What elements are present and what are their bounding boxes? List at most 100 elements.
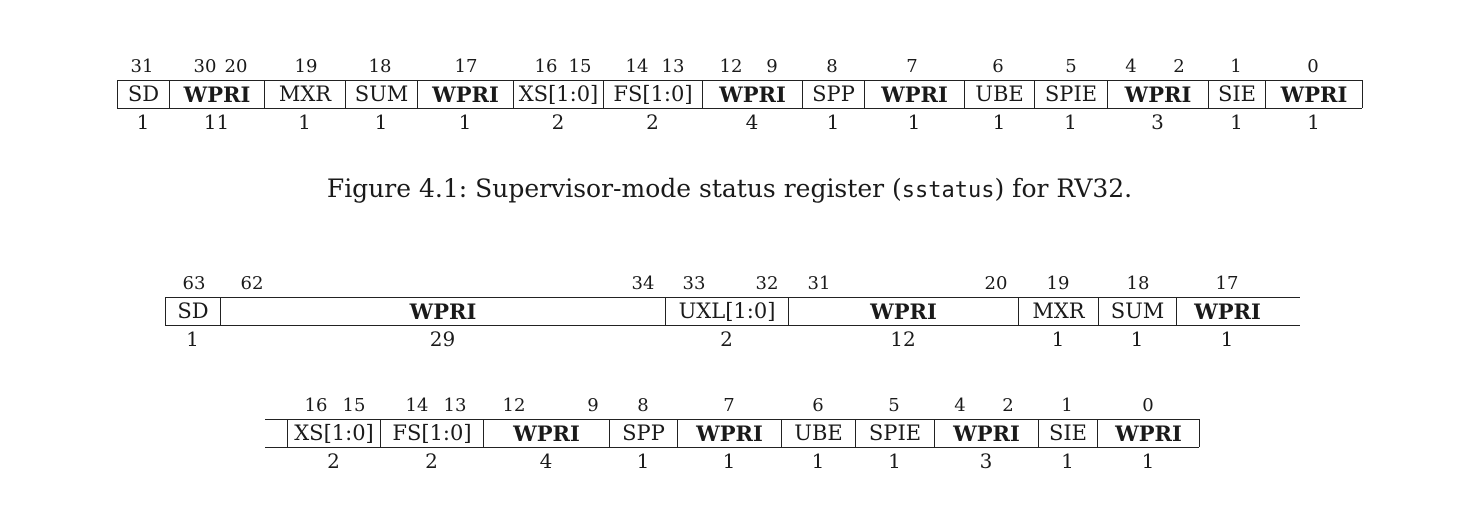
field-width: 1 — [826, 110, 840, 134]
field-spie: SPIE — [855, 419, 934, 447]
bit-index: 15 — [568, 56, 592, 77]
field-width: 11 — [203, 110, 230, 134]
bit-index: 0 — [1307, 56, 1319, 77]
field-ube: UBE — [781, 419, 855, 447]
bit-index: 4 — [954, 395, 966, 416]
field-wpri: WPRI — [864, 80, 964, 108]
bit-index: 63 — [182, 273, 206, 294]
bit-index: 7 — [723, 395, 735, 416]
field-wpri: WPRI — [1265, 80, 1363, 108]
field-width: 3 — [1151, 110, 1164, 134]
field-wpri: WPRI — [702, 80, 802, 108]
field-wpri: WPRI — [788, 297, 1018, 325]
bit-index: 17 — [1215, 273, 1239, 294]
field-sie: SIE — [1038, 419, 1097, 447]
field-width: 1 — [1051, 327, 1065, 351]
bit-index: 1 — [1061, 395, 1073, 416]
bit-index: 6 — [992, 56, 1004, 77]
field-width: 1 — [888, 449, 901, 473]
bit-index: 16 — [304, 395, 328, 416]
bit-index: 6 — [812, 395, 824, 416]
field-width: 1 — [907, 110, 921, 134]
bit-index: 31 — [807, 273, 831, 294]
bit-index: 33 — [682, 273, 706, 294]
field-width: 2 — [425, 449, 438, 473]
field-width: 1 — [374, 110, 388, 134]
field-mxr: MXR — [264, 80, 345, 108]
field-width: 2 — [327, 449, 340, 473]
field-width: 4 — [745, 110, 759, 134]
bit-index: 19 — [294, 56, 318, 77]
field-wpri: WPRI — [483, 419, 609, 447]
bit-index: 13 — [661, 56, 685, 77]
bit-index: 31 — [130, 56, 154, 77]
bit-index: 0 — [1142, 395, 1154, 416]
register-bottom-line — [265, 447, 1199, 448]
bit-index: 15 — [342, 395, 366, 416]
bit-index: 7 — [906, 56, 918, 77]
field-sd: SD — [117, 80, 169, 108]
field-wpri: WPRI — [1176, 297, 1278, 325]
field-xs10: XS[1:0] — [513, 80, 603, 108]
bit-index: 30 — [193, 56, 217, 77]
field-width: 1 — [298, 110, 311, 134]
field-wpri: WPRI — [220, 297, 665, 325]
field-width: 1 — [722, 449, 736, 473]
field-ube: UBE — [964, 80, 1034, 108]
bit-index: 8 — [637, 395, 649, 416]
register-bottom-line — [117, 108, 1362, 109]
bit-index: 20 — [224, 56, 248, 77]
bit-index: 34 — [631, 273, 655, 294]
field-width: 1 — [636, 449, 650, 473]
field-width: 2 — [720, 327, 733, 351]
field-width: 1 — [811, 449, 825, 473]
field-width: 1 — [1230, 110, 1243, 134]
bit-index: 16 — [534, 56, 558, 77]
register-bottom-line — [165, 325, 1300, 326]
bit-index: 13 — [443, 395, 467, 416]
field-sd: SD — [165, 297, 220, 325]
field-width: 1 — [1141, 449, 1155, 473]
field-sie: SIE — [1208, 80, 1265, 108]
bit-index: 9 — [587, 395, 599, 416]
bit-index: 5 — [1065, 56, 1077, 77]
field-width: 1 — [992, 110, 1006, 134]
field-sum: SUM — [1098, 297, 1176, 325]
figure-caption: Figure 4.1: Supervisor-mode status regis… — [0, 176, 1459, 202]
field-wpri: WPRI — [1097, 419, 1200, 447]
field-wpri: WPRI — [417, 80, 513, 108]
field-spp: SPP — [609, 419, 677, 447]
field-mxr: MXR — [1018, 297, 1098, 325]
bit-index: 14 — [405, 395, 429, 416]
field-spie: SPIE — [1034, 80, 1107, 108]
field-width: 1 — [1130, 327, 1144, 351]
caption-register: sstatus — [901, 178, 995, 203]
field-wpri: WPRI — [1107, 80, 1208, 108]
bit-index: 12 — [719, 56, 743, 77]
caption-suffix: ) for RV32. — [994, 174, 1133, 203]
bit-index: 1 — [1230, 56, 1242, 77]
field-width: 4 — [539, 449, 553, 473]
bit-index: 4 — [1125, 56, 1137, 77]
field-width: 1 — [1307, 110, 1320, 134]
field-width: 12 — [890, 327, 916, 351]
field-width: 2 — [646, 110, 659, 134]
field-uxl10: UXL[1:0] — [665, 297, 788, 325]
bit-index: 18 — [1126, 273, 1150, 294]
field-sum: SUM — [345, 80, 417, 108]
caption-prefix: Figure 4.1: Supervisor-mode status regis… — [326, 174, 902, 203]
field-fs10: FS[1:0] — [603, 80, 702, 108]
field-width: 1 — [1220, 327, 1234, 351]
bit-index: 18 — [368, 56, 392, 77]
bit-index: 19 — [1046, 273, 1070, 294]
field-width: 2 — [551, 110, 565, 134]
field-width: 3 — [979, 449, 993, 473]
field-width: 1 — [1064, 110, 1077, 134]
bit-index: 62 — [240, 273, 264, 294]
field-wpri: WPRI — [934, 419, 1038, 447]
bit-index: 20 — [984, 273, 1008, 294]
bit-index: 5 — [888, 395, 900, 416]
field-wpri: WPRI — [169, 80, 264, 108]
field-fs10: FS[1:0] — [380, 419, 483, 447]
